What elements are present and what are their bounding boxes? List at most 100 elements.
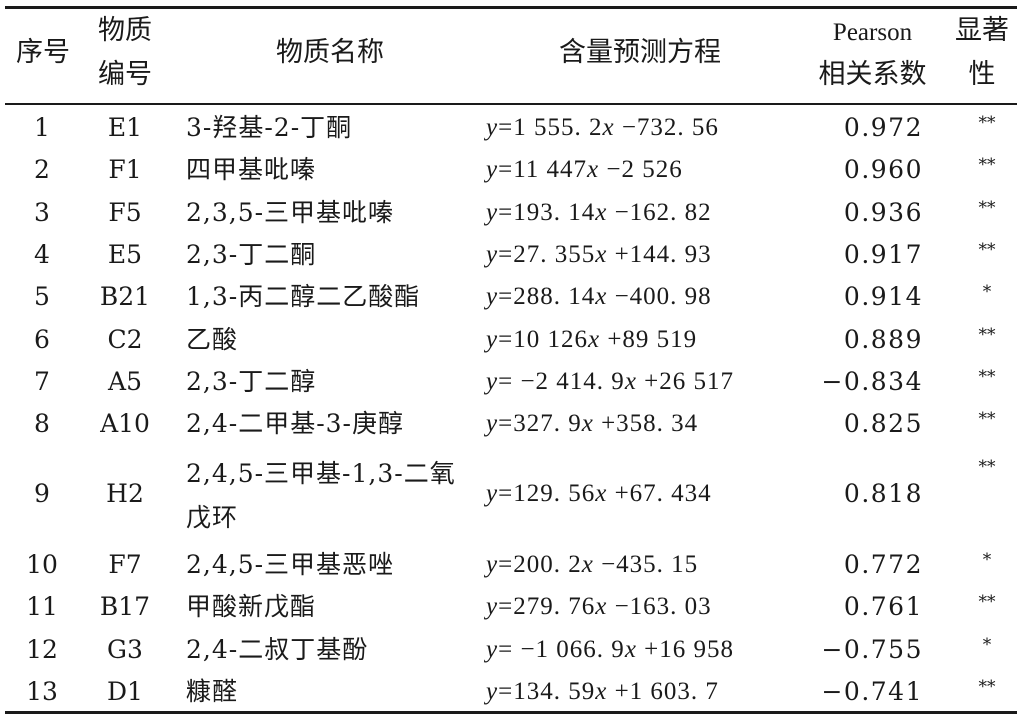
pearson-coefficient: 0.761 (843, 592, 923, 621)
row-number: 4 (34, 240, 50, 269)
top-rule (5, 6, 1017, 9)
substance-id: F7 (108, 550, 142, 579)
significance-marker: * (982, 550, 992, 570)
pearson-coefficient: 0.917 (843, 240, 923, 269)
substance-id: F1 (108, 155, 142, 184)
header-sig-line2: 性 (968, 59, 996, 90)
substance-name: 甲酸新戊酯 (186, 592, 317, 621)
equation-intercept: +1 603. 7 (607, 678, 719, 705)
pearson-coefficient: −0.741 (821, 677, 923, 706)
row-number: 2 (34, 155, 50, 184)
row-number: 7 (34, 367, 50, 396)
equation-intercept: +16 958 (636, 636, 735, 663)
header-id-line2: 编号 (98, 59, 152, 90)
table-row: 9 H2 2,4,5-三甲基-1,3-二氧戊环 y=129. 56x +67. 434… (0, 452, 1022, 540)
header-pearson-line2: 相关系数 (818, 59, 927, 90)
row-number: 12 (26, 635, 58, 664)
var-y: y (486, 156, 499, 183)
var-y: y (486, 678, 499, 705)
var-x: x (624, 636, 637, 663)
header-id-line1: 物质 (98, 15, 152, 46)
header-equation: 含量预测方程 (559, 37, 721, 68)
equation-intercept: −2 526 (599, 156, 683, 183)
substance-name: 糠醛 (186, 677, 239, 706)
table-row: 2 F1 四甲基吡嗪 y=11 447x −2 526 0.960 ** (0, 150, 1022, 190)
pearson-coefficient: 0.936 (843, 198, 923, 227)
prediction-equation: y=1 555. 2x −732. 56 (486, 108, 806, 148)
pearson-coefficient: 0.772 (843, 550, 923, 579)
prediction-equation: y=200. 2x −435. 15 (486, 545, 806, 585)
var-x: x (581, 410, 594, 437)
substance-id: H2 (106, 479, 144, 508)
var-x: x (581, 551, 594, 578)
substance-id: E5 (107, 240, 143, 269)
equation-intercept: −162. 82 (607, 199, 712, 226)
row-number: 5 (34, 282, 50, 311)
var-y: y (486, 199, 499, 226)
prediction-equation: y=193. 14x −162. 82 (486, 193, 806, 233)
pearson-coefficient: −0.755 (821, 635, 923, 664)
substance-id: B17 (99, 592, 151, 621)
pearson-coefficient: 0.889 (843, 325, 923, 354)
significance-marker: ** (978, 325, 996, 345)
substance-id: G3 (107, 635, 143, 664)
equation-coefficient: =1 555. 2 (498, 114, 603, 141)
table-row: 3 F5 2,3,5-三甲基吡嗪 y=193. 14x −162. 82 0.936 ** (0, 193, 1022, 233)
var-y: y (486, 241, 499, 268)
equation-coefficient: =200. 2 (498, 551, 582, 578)
prediction-equation: y=288. 14x −400. 98 (486, 277, 806, 317)
row-number: 8 (34, 409, 50, 438)
header-no: 序号 (16, 37, 70, 68)
pearson-coefficient: 0.825 (843, 409, 923, 438)
substance-name: 3-羟基-2-丁酮 (186, 113, 353, 142)
equation-intercept: +67. 434 (607, 480, 712, 507)
header-name: 物质名称 (276, 37, 384, 68)
substance-name: 1,3-丙二醇二乙酸酯 (186, 282, 421, 311)
var-x: x (587, 326, 601, 353)
var-y: y (486, 636, 499, 663)
var-y: y (486, 593, 499, 620)
substance-id: E1 (107, 113, 143, 142)
var-x: x (595, 480, 608, 507)
var-y: y (486, 114, 499, 141)
var-x: x (595, 678, 608, 705)
pearson-coefficient: 0.914 (843, 282, 923, 311)
var-x: x (595, 283, 608, 310)
substance-name: 2,4,5-三甲基-1,3-二氧戊环 (186, 459, 456, 532)
significance-marker: ** (978, 113, 996, 133)
prediction-equation: y=27. 355x +144. 93 (486, 235, 806, 275)
var-y: y (486, 551, 499, 578)
equation-coefficient: =279. 76 (498, 593, 596, 620)
table-row: 4 E5 2,3-丁二酮 y=27. 355x +144. 93 0.917 ** (0, 235, 1022, 275)
table-row: 1 E1 3-羟基-2-丁酮 y=1 555. 2x −732. 56 0.972 ** (0, 108, 1022, 148)
equation-coefficient: =327. 9 (498, 410, 582, 437)
var-x: x (595, 593, 608, 620)
equation-coefficient: =27. 355 (498, 241, 596, 268)
equation-intercept: −435. 15 (593, 551, 699, 578)
row-number: 10 (26, 550, 58, 579)
prediction-equation: y=327. 9x +358. 34 (486, 404, 806, 444)
significance-marker: ** (978, 677, 996, 697)
prediction-equation: y=134. 59x +1 603. 7 (486, 672, 806, 712)
substance-id: D1 (107, 677, 143, 706)
substance-id: F5 (108, 198, 142, 227)
prediction-equation: y= −1 066. 9x +16 958 (486, 630, 806, 670)
significance-marker: ** (978, 409, 996, 429)
substance-id: C2 (107, 325, 143, 354)
equation-coefficient: = −1 066. 9 (498, 636, 625, 663)
substance-name: 2,3,5-三甲基吡嗪 (186, 198, 395, 227)
prediction-equation: y=279. 76x −163. 03 (486, 587, 806, 627)
equation-intercept: +89 519 (600, 326, 698, 353)
pearson-coefficient: 0.818 (843, 479, 923, 508)
prediction-equation: y=10 126x +89 519 (486, 320, 806, 360)
table-row: 7 A5 2,3-丁二醇 y= −2 414. 9x +26 517 −0.834 ** (0, 362, 1022, 402)
substance-name: 2,4-二叔丁基酚 (186, 635, 369, 664)
var-x: x (587, 156, 600, 183)
pearson-coefficient: 0.960 (843, 155, 923, 184)
substance-id: B21 (99, 282, 151, 311)
substance-id: A5 (108, 367, 142, 396)
table-row: 8 A10 2,4-二甲基-3-庚醇 y=327. 9x +358. 34 0.825 *… (0, 404, 1022, 444)
header-rule (5, 103, 1017, 105)
equation-intercept: −163. 03 (607, 593, 712, 620)
prediction-equation: y=11 447x −2 526 (486, 150, 806, 190)
